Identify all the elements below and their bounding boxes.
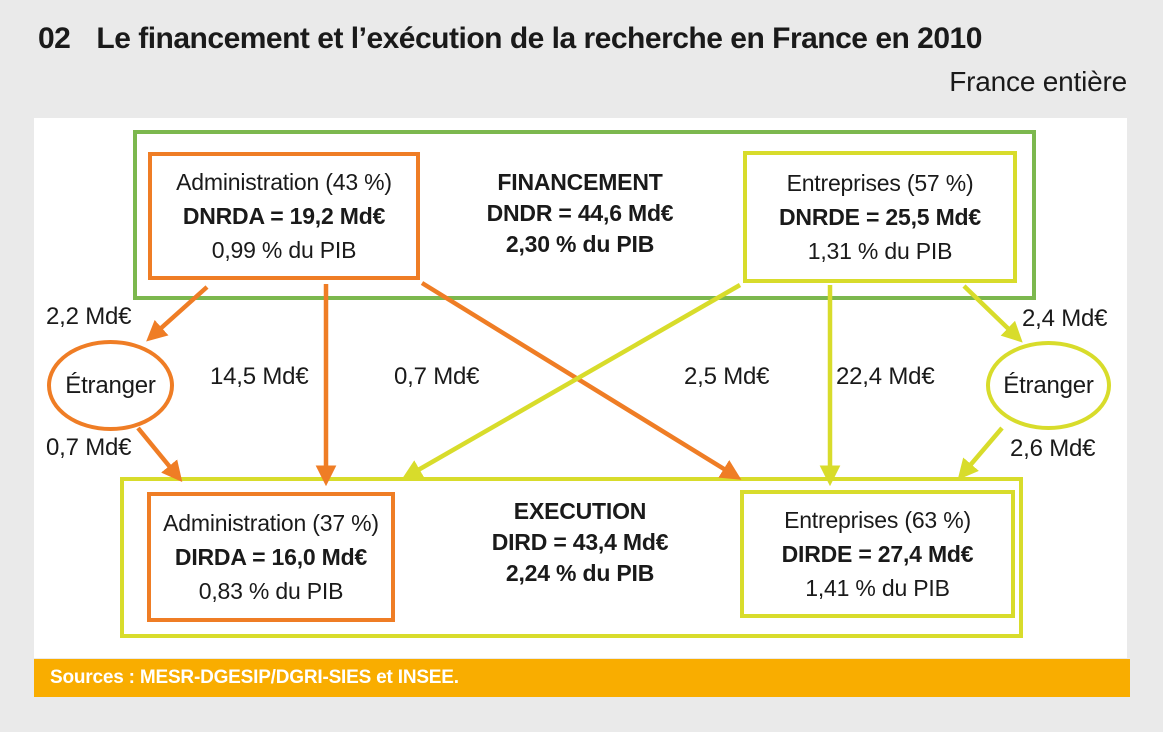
admin-execution-pib: 0,83 % du PIB: [198, 578, 344, 604]
entreprises-execution-pib: 1,41 % du PIB: [805, 575, 950, 601]
financement-total: DNDR = 44,6 Md€: [486, 200, 674, 226]
entreprises-financement-value: DNRDE = 25,5 Md€: [779, 204, 981, 230]
execution-heading: EXECUTION: [513, 498, 647, 524]
entreprises-execution-name: Entreprises (63 %): [784, 507, 971, 533]
flow-label-entreprises-to-admin-exec: 0,7 Md€: [394, 363, 480, 390]
entreprises-execution-value: DIRDE = 27,4 Md€: [781, 541, 974, 567]
entreprises-financement-name: Entreprises (57 %): [786, 170, 974, 196]
admin-financement-pib: 0,99 % du PIB: [211, 237, 357, 263]
flow-label-etranger-to-entreprises-exec: 2,6 Md€: [1010, 435, 1096, 462]
execution-container: [120, 477, 1023, 638]
admin-financement-value: DNRDA = 19,2 Md€: [182, 203, 386, 229]
execution-summary: EXECUTION DIRD = 43,4 Md€ 2,24 % du PIB: [425, 496, 735, 589]
flow-label-admin-to-etranger: 2,2 Md€: [46, 303, 132, 330]
execution-total: DIRD = 43,4 Md€: [491, 529, 669, 555]
flow-label-etranger-to-admin-exec: 0,7 Md€: [46, 434, 132, 461]
financement-pib: 2,30 % du PIB: [505, 231, 655, 257]
etranger-right-ellipse: Étranger: [986, 341, 1111, 430]
admin-execution-name: Administration (37 %): [163, 510, 379, 536]
flow-label-admin-to-entreprises-exec: 2,5 Md€: [684, 363, 770, 390]
figure-number: 02: [38, 22, 71, 55]
flow-label-entreprises-to-etranger: 2,4 Md€: [1022, 305, 1108, 332]
sources-text: Sources : MESR-DGESIP/DGRI-SIES et INSEE…: [50, 667, 459, 688]
entreprises-financement-pib: 1,31 % du PIB: [807, 238, 953, 264]
etranger-left-label: Étranger: [65, 371, 156, 399]
admin-execution-box: Administration (37 %) DIRDA = 16,0 Md€ 0…: [147, 492, 395, 622]
admin-financement-box: Administration (43 %) DNRDA = 19,2 Md€ 0…: [148, 152, 420, 280]
figure-title-text: Le financement et l’exécution de la rech…: [96, 22, 982, 55]
etranger-left-ellipse: Étranger: [47, 340, 174, 431]
sources-bar: Sources : MESR-DGESIP/DGRI-SIES et INSEE…: [34, 659, 1130, 697]
admin-financement-name: Administration (43 %): [176, 169, 392, 195]
entreprises-financement-box: Entreprises (57 %) DNRDE = 25,5 Md€ 1,31…: [743, 151, 1017, 283]
figure-title: 02 Le financement et l’exécution de la re…: [38, 22, 982, 56]
entreprises-execution-box: Entreprises (63 %) DIRDE = 27,4 Md€ 1,41…: [740, 490, 1015, 618]
etranger-right-label: Étranger: [1003, 371, 1094, 399]
execution-pib: 2,24 % du PIB: [505, 560, 655, 586]
flow-label-admin-to-admin-exec: 14,5 Md€: [210, 363, 309, 390]
flow-label-entreprises-to-entreprises-exec: 22,4 Md€: [836, 363, 935, 390]
figure-subtitle: France entière: [949, 66, 1127, 97]
financement-heading: FINANCEMENT: [497, 169, 663, 195]
financement-summary: FINANCEMENT DNDR = 44,6 Md€ 2,30 % du PI…: [425, 167, 735, 260]
admin-execution-value: DIRDA = 16,0 Md€: [174, 544, 368, 570]
